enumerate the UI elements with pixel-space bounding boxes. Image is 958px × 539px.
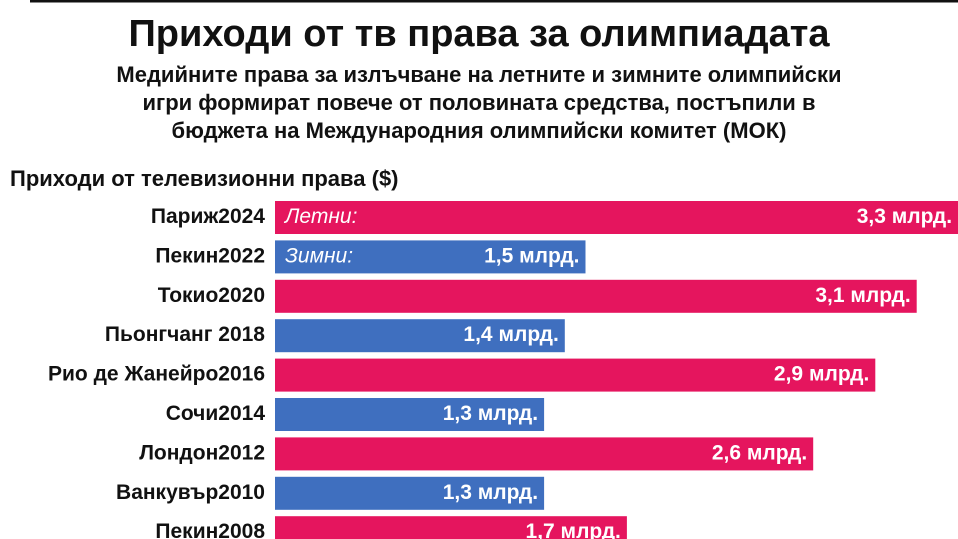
subtitle: бюджета на Международния олимпийски коми… xyxy=(172,118,787,143)
legend-label: Зимни: xyxy=(285,244,353,267)
category-label: Лондон2012 xyxy=(139,441,265,464)
value-label: 2,6 млрд. xyxy=(712,441,807,464)
axis-label: Приходи от телевизионни права ($) xyxy=(10,166,399,191)
subtitle: Медийните права за излъчване на летните … xyxy=(116,62,841,87)
value-label: 1,3 млрд. xyxy=(443,481,538,504)
bar xyxy=(275,319,565,353)
value-label: 2,9 млрд. xyxy=(774,363,869,386)
bar xyxy=(275,437,814,471)
value-label: 3,3 млрд. xyxy=(857,205,952,228)
bar xyxy=(275,201,958,234)
bar xyxy=(275,516,627,539)
value-label: 1,5 млрд. xyxy=(484,244,579,267)
subtitle: игри формират повече от половината средс… xyxy=(143,90,816,115)
chart-title: Приходи от тв права за олимпиадата xyxy=(128,13,830,55)
bar xyxy=(275,240,586,274)
category-label: Пекин2022 xyxy=(155,244,265,267)
bar xyxy=(275,398,545,431)
category-label: Париж2024 xyxy=(151,205,265,228)
category-label: Пьонгчанг 2018 xyxy=(105,323,265,346)
legend-label: Летни: xyxy=(283,205,357,228)
bar xyxy=(275,476,545,510)
bar xyxy=(275,358,876,392)
category-label: Пекин2008 xyxy=(155,520,265,539)
category-label: Токио2020 xyxy=(158,284,265,307)
category-label: Ванкувър2010 xyxy=(116,481,265,504)
value-label: 1,4 млрд. xyxy=(463,323,558,346)
bar xyxy=(275,279,917,313)
value-label: 1,7 млрд. xyxy=(526,520,621,539)
category-label: Сочи2014 xyxy=(166,402,266,425)
category-label: Рио де Жанейро2016 xyxy=(48,363,265,386)
value-label: 3,1 млрд. xyxy=(815,284,910,307)
value-label: 1,3 млрд. xyxy=(443,402,538,425)
